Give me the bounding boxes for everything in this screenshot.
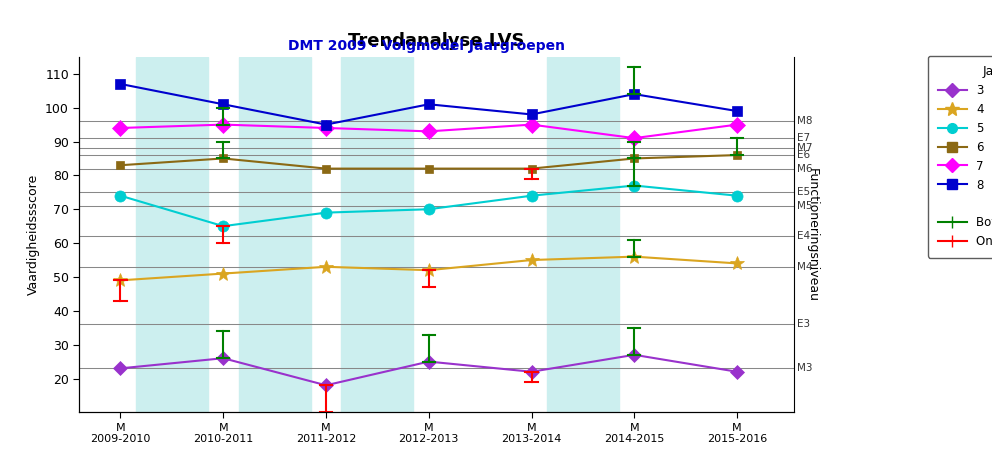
Text: M3: M3: [797, 364, 812, 374]
Text: M4: M4: [797, 262, 812, 272]
Text: M8: M8: [797, 116, 812, 126]
Text: DMT 2009 - Volgmodel Jaargroepen: DMT 2009 - Volgmodel Jaargroepen: [288, 39, 565, 53]
Bar: [136, 57, 207, 412]
Text: M7: M7: [797, 143, 812, 153]
Text: E5: E5: [797, 187, 809, 197]
Bar: [239, 57, 310, 412]
Title: Trendanalyse LVS: Trendanalyse LVS: [348, 32, 525, 50]
Text: E4: E4: [797, 231, 809, 241]
Text: E3: E3: [797, 319, 809, 329]
Legend: 3, 4, 5, 6, 7, 8, , Boven gemiddelde, Onder gemiddelde: 3, 4, 5, 6, 7, 8, , Boven gemiddelde, On…: [929, 55, 992, 258]
Bar: [341, 57, 414, 412]
Y-axis label: Vaardigheidssscore: Vaardigheidssscore: [27, 174, 40, 295]
Text: M6: M6: [797, 164, 812, 173]
Bar: [547, 57, 619, 412]
Y-axis label: Functioneringsniveau: Functioneringsniveau: [806, 168, 818, 301]
Text: E6: E6: [797, 150, 809, 160]
Text: M5: M5: [797, 201, 812, 211]
Text: E7: E7: [797, 133, 809, 143]
